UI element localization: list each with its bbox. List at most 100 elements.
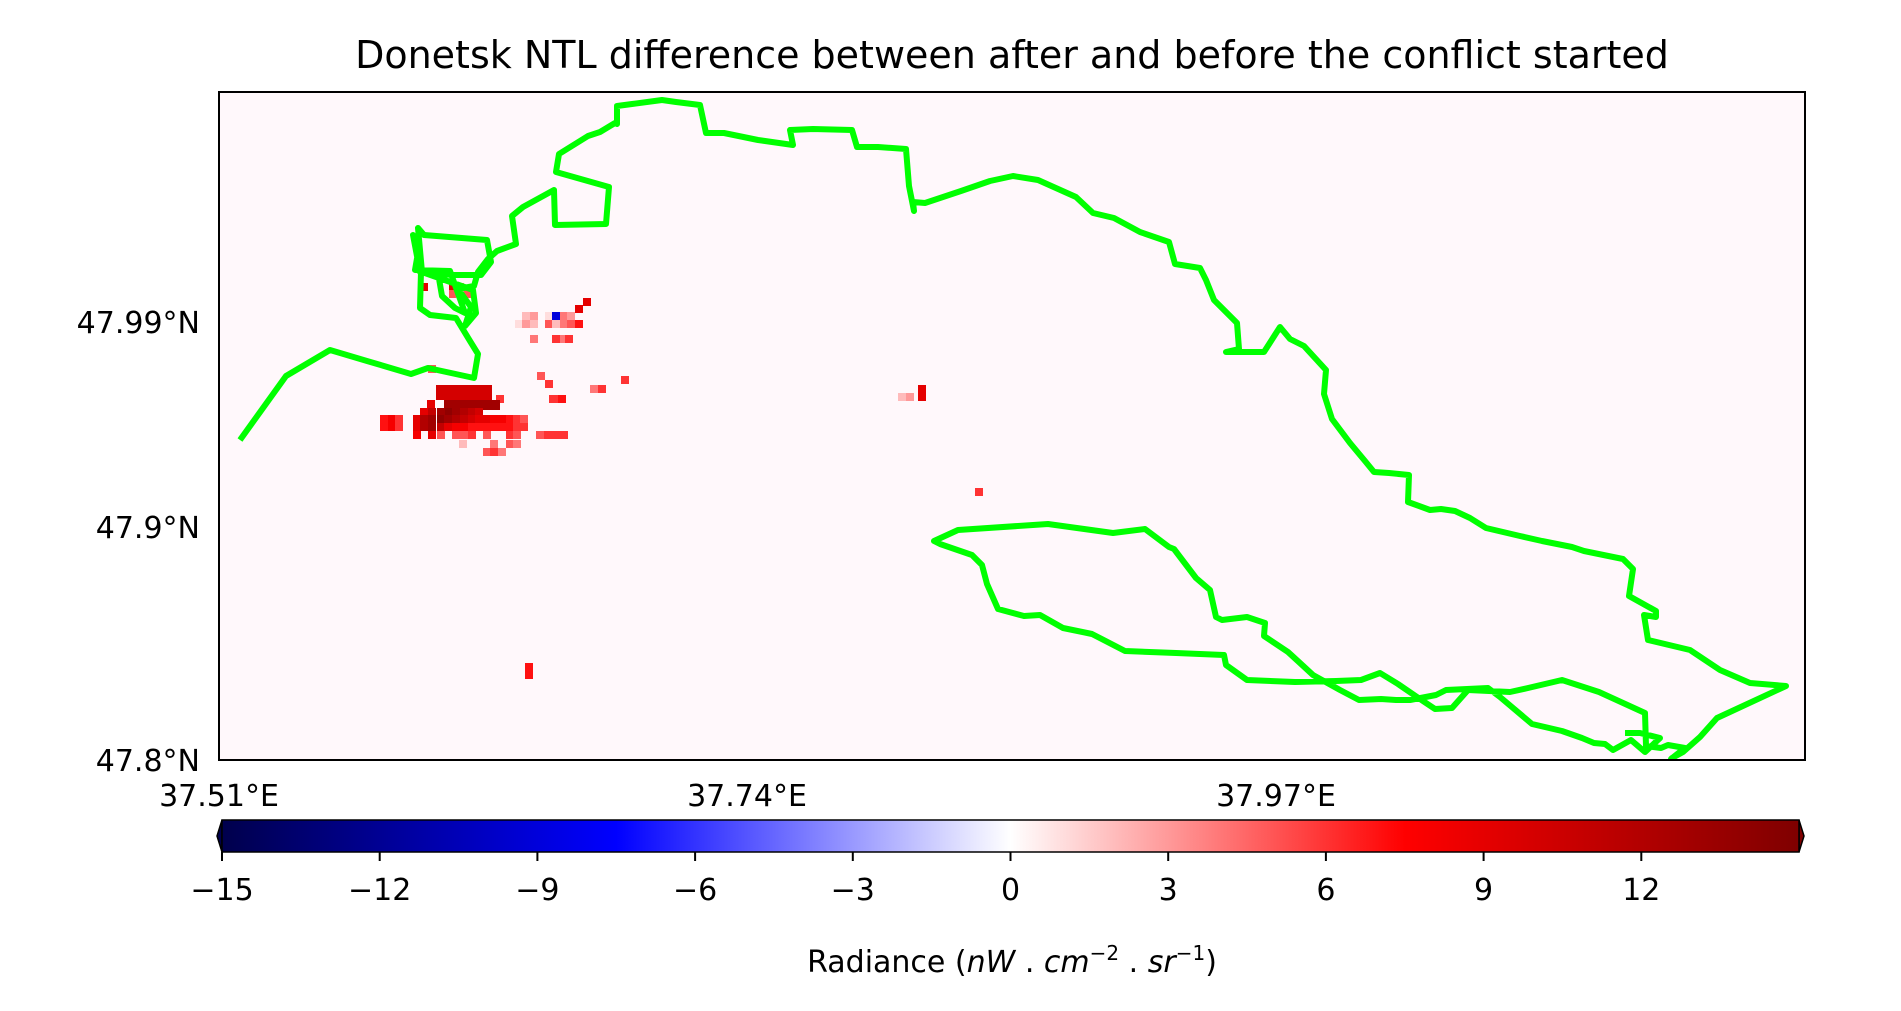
radiance-pixel [420, 408, 428, 416]
radiance-pixel [468, 431, 476, 439]
radiance-pixel [460, 415, 468, 423]
radiance-pixel [621, 376, 629, 384]
radiance-pixel [388, 415, 396, 423]
radiance-pixel [437, 415, 445, 423]
radiance-pixel [513, 440, 521, 448]
radiance-pixel [413, 423, 421, 431]
lon-ticks: 37.51°E 37.74°E 37.97°E [159, 779, 1336, 814]
radiance-pixel [552, 431, 560, 439]
radiance-pixel [530, 320, 538, 328]
radiance-pixel [552, 312, 560, 320]
radiance-pixel [483, 448, 491, 456]
radiance-pixel [918, 385, 926, 393]
radiance-pixel [449, 290, 457, 298]
radiance-pixel [558, 395, 566, 403]
radiance-pixel [380, 415, 388, 423]
radiance-pixel [483, 431, 491, 439]
radiance-pixel [444, 415, 452, 423]
radiance-pixel [506, 415, 514, 423]
radiance-pixel [468, 423, 476, 431]
radiance-pixels [380, 283, 983, 679]
radiance-pixel [575, 320, 583, 328]
radiance-pixel [444, 400, 500, 410]
radiance-pixel [437, 423, 445, 431]
radiance-pixel [475, 423, 483, 431]
radiance-pixel [565, 335, 573, 343]
colorbar-tick-label: 0 [1001, 873, 1020, 908]
radiance-pixel [520, 423, 528, 431]
colorbar-tick-label: 9 [1474, 873, 1493, 908]
radiance-pixel [436, 385, 492, 400]
radiance-pixel [560, 335, 568, 343]
radiance-pixel [420, 415, 428, 423]
lat-tick-label: 47.8°N [96, 744, 200, 779]
radiance-pixel [506, 423, 514, 431]
radiance-pixel [460, 423, 468, 431]
radiance-pixel [567, 320, 575, 328]
radiance-pixel [444, 423, 452, 431]
radiance-pixel [549, 395, 557, 403]
radiance-pixel [388, 423, 396, 431]
radiance-pixel [525, 663, 533, 671]
radiance-pixel [506, 431, 514, 439]
radiance-pixel [413, 415, 421, 423]
radiance-pixel [906, 393, 914, 401]
colorbar-tick-label: −12 [348, 873, 411, 908]
radiance-pixel [583, 298, 591, 306]
radiance-pixel [498, 423, 506, 431]
radiance-pixel [490, 448, 498, 456]
radiance-pixel [428, 423, 436, 431]
radiance-pixel [459, 440, 467, 448]
radiance-pixel [515, 320, 523, 328]
colorbar-tick-label: 12 [1622, 873, 1660, 908]
radiance-pixel [918, 393, 926, 401]
radiance-pixel [590, 385, 598, 393]
radiance-pixel [428, 415, 436, 423]
radiance-pixel [475, 415, 483, 423]
radiance-pixel [445, 408, 453, 416]
radiance-pixel [468, 408, 476, 416]
radiance-pixel [427, 400, 435, 408]
radiance-pixel [513, 423, 521, 431]
lon-tick-label: 37.51°E [159, 779, 279, 814]
lon-tick-label: 37.97°E [1216, 779, 1336, 814]
radiance-pixel [545, 380, 553, 388]
colorbar-label: Radiance (nW . cm−2 . sr−1) [807, 941, 1217, 980]
radiance-pixel [525, 671, 533, 679]
radiance-pixel [395, 415, 403, 423]
map-panel [219, 92, 1805, 760]
colorbar-gradient [221, 819, 1800, 853]
radiance-pixel [522, 312, 530, 320]
radiance-pixel [437, 408, 445, 416]
radiance-pixel [545, 320, 553, 328]
radiance-pixel [483, 415, 491, 423]
radiance-pixel [452, 431, 460, 439]
colorbar-ticks: −15 −12 −9 −6 −3 0 3 6 9 12 [190, 852, 1660, 908]
radiance-pixel [460, 431, 468, 439]
radiance-pixel [496, 395, 504, 403]
radiance-pixel [420, 423, 428, 431]
radiance-pixel [464, 290, 472, 298]
radiance-pixel [560, 320, 568, 328]
radiance-pixel [428, 408, 436, 416]
lat-ticks: 47.99°N 47.9°N 47.8°N [77, 306, 200, 779]
radiance-pixel [560, 312, 568, 320]
radiance-pixel [468, 415, 476, 423]
radiance-pixel [536, 431, 544, 439]
radiance-pixel [545, 312, 553, 320]
radiance-pixel [598, 385, 606, 393]
colorbar-tick-label: 3 [1159, 873, 1178, 908]
radiance-pixel [560, 431, 568, 439]
radiance-pixel [898, 393, 906, 401]
radiance-pixel [506, 440, 514, 448]
radiance-pixel [460, 408, 468, 416]
radiance-pixel [552, 335, 560, 343]
radiance-pixel [452, 423, 460, 431]
radiance-pixel [575, 305, 583, 313]
radiance-pixel [452, 408, 460, 416]
radiance-pixel [513, 415, 521, 423]
radiance-pixel [452, 415, 460, 423]
radiance-pixel [513, 431, 521, 439]
map-frame [218, 91, 1806, 761]
